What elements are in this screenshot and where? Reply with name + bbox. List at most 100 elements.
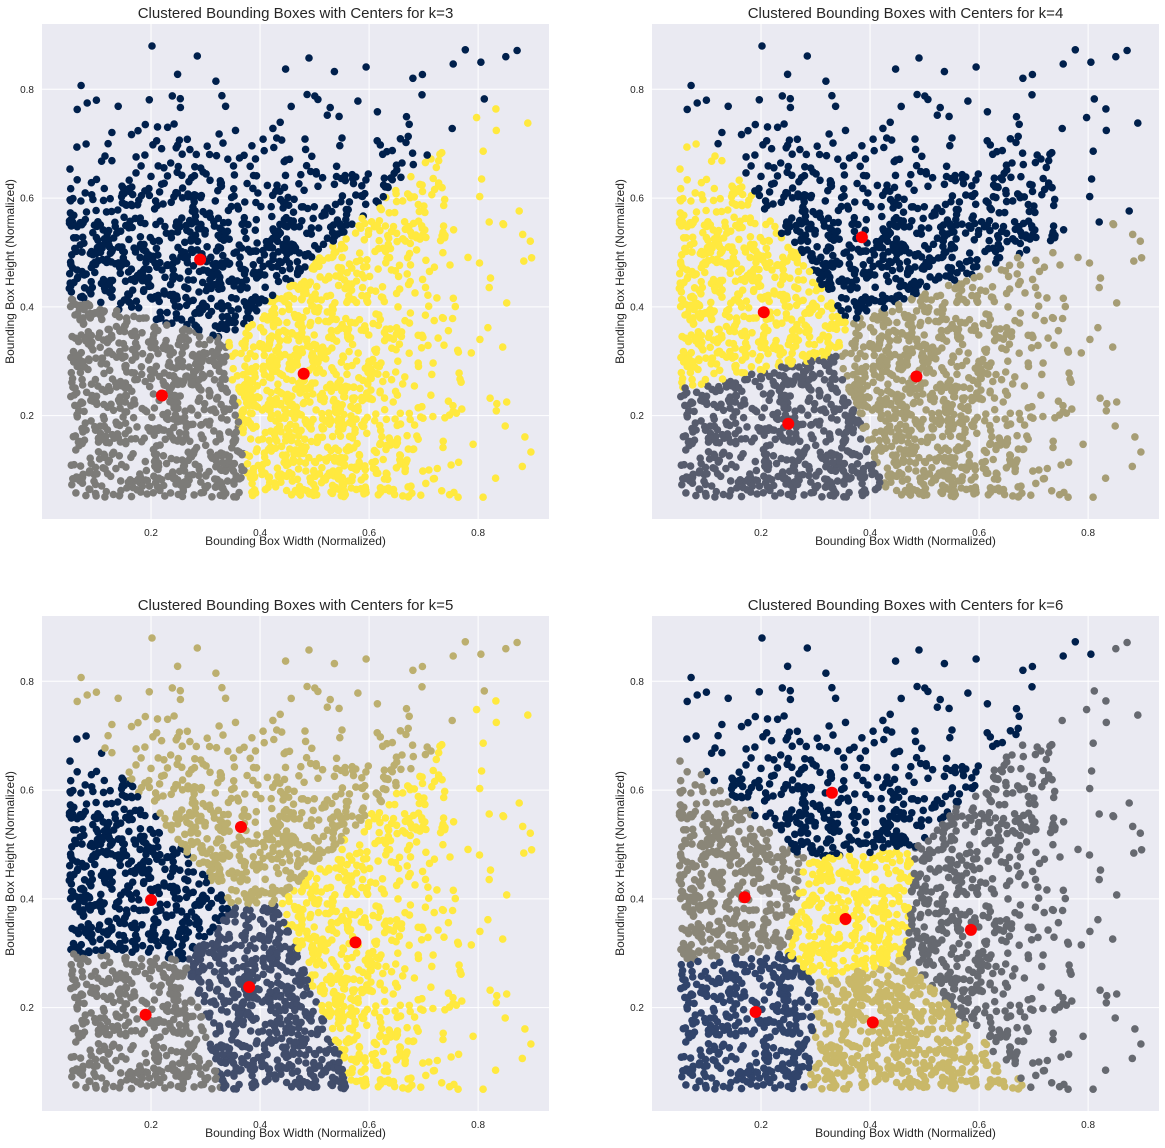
- data-point: [780, 404, 788, 412]
- data-point: [83, 99, 91, 107]
- data-point: [234, 305, 242, 313]
- data-point: [944, 428, 953, 436]
- data-point: [845, 154, 854, 162]
- data-point: [345, 198, 354, 206]
- data-point: [112, 353, 121, 362]
- data-point: [825, 276, 834, 285]
- data-point: [783, 70, 792, 79]
- data-point: [909, 449, 917, 458]
- points-layer: [675, 42, 1146, 502]
- data-point: [268, 291, 277, 300]
- data-point: [396, 135, 405, 143]
- data-point: [1038, 370, 1046, 379]
- data-point: [161, 222, 169, 231]
- data-point: [105, 366, 114, 375]
- data-point: [896, 282, 904, 291]
- data-point: [368, 458, 376, 467]
- data-point: [774, 415, 782, 424]
- data-point: [922, 170, 931, 178]
- data-point: [396, 451, 405, 460]
- data-point: [1089, 147, 1097, 155]
- data-point: [1004, 303, 1012, 311]
- data-point: [98, 242, 106, 251]
- data-point: [773, 308, 781, 317]
- data-point: [983, 108, 992, 116]
- data-point: [683, 176, 691, 184]
- data-point: [265, 444, 274, 453]
- data-point: [76, 241, 85, 249]
- data-point: [776, 489, 785, 497]
- data-point: [907, 319, 915, 327]
- data-point: [68, 264, 77, 272]
- data-point: [835, 342, 844, 350]
- data-point: [992, 259, 1000, 267]
- data-point: [221, 467, 230, 476]
- data-point: [418, 275, 427, 284]
- data-point: [858, 488, 866, 497]
- data-point: [387, 438, 396, 446]
- data-point: [307, 253, 316, 261]
- data-point: [915, 54, 923, 62]
- data-point: [173, 141, 182, 149]
- data-point: [1136, 237, 1145, 245]
- data-point: [475, 192, 484, 201]
- data-point: [287, 358, 295, 366]
- data-point: [449, 294, 458, 303]
- data-point: [394, 357, 402, 366]
- data-point: [139, 266, 148, 275]
- data-point: [907, 295, 916, 304]
- data-point: [815, 386, 823, 395]
- data-point: [842, 472, 850, 480]
- data-point: [401, 464, 410, 473]
- data-point: [68, 480, 76, 489]
- data-point: [808, 278, 817, 287]
- data-point: [915, 423, 924, 431]
- data-point: [828, 91, 836, 100]
- data-point: [884, 380, 892, 389]
- data-point: [184, 267, 193, 276]
- data-point: [765, 188, 774, 196]
- data-point: [312, 170, 321, 178]
- data-point: [821, 322, 830, 330]
- data-point: [732, 221, 740, 230]
- data-point: [328, 432, 337, 441]
- data-point: [822, 151, 831, 160]
- data-point: [202, 472, 210, 480]
- data-point: [877, 411, 886, 419]
- data-point: [173, 168, 181, 177]
- data-point: [933, 111, 942, 119]
- data-point: [173, 228, 182, 236]
- data-point: [283, 409, 291, 417]
- data-point: [886, 336, 894, 345]
- data-point: [219, 218, 228, 227]
- data-point: [342, 284, 350, 293]
- data-point: [121, 277, 130, 286]
- data-point: [265, 260, 273, 268]
- data-point: [802, 150, 811, 159]
- data-point: [195, 288, 203, 296]
- data-point: [676, 197, 685, 205]
- data-point: [259, 135, 267, 143]
- data-point: [1057, 461, 1065, 469]
- data-point: [909, 399, 918, 408]
- data-point: [948, 253, 956, 262]
- data-point: [861, 401, 870, 410]
- data-point: [782, 456, 791, 464]
- data-point: [403, 431, 411, 440]
- data-point: [172, 222, 180, 230]
- data-point: [502, 52, 510, 61]
- data-point: [310, 331, 319, 339]
- data-point: [198, 434, 207, 443]
- data-point: [222, 325, 231, 334]
- data-point: [921, 290, 929, 298]
- data-point: [421, 158, 430, 167]
- data-point: [907, 170, 915, 179]
- data-point: [1018, 489, 1026, 498]
- data-point: [81, 335, 89, 344]
- data-point: [107, 400, 115, 409]
- data-point: [387, 174, 395, 182]
- data-point: [837, 293, 846, 302]
- data-point: [820, 376, 829, 384]
- data-point: [1064, 348, 1073, 356]
- data-point: [254, 436, 263, 444]
